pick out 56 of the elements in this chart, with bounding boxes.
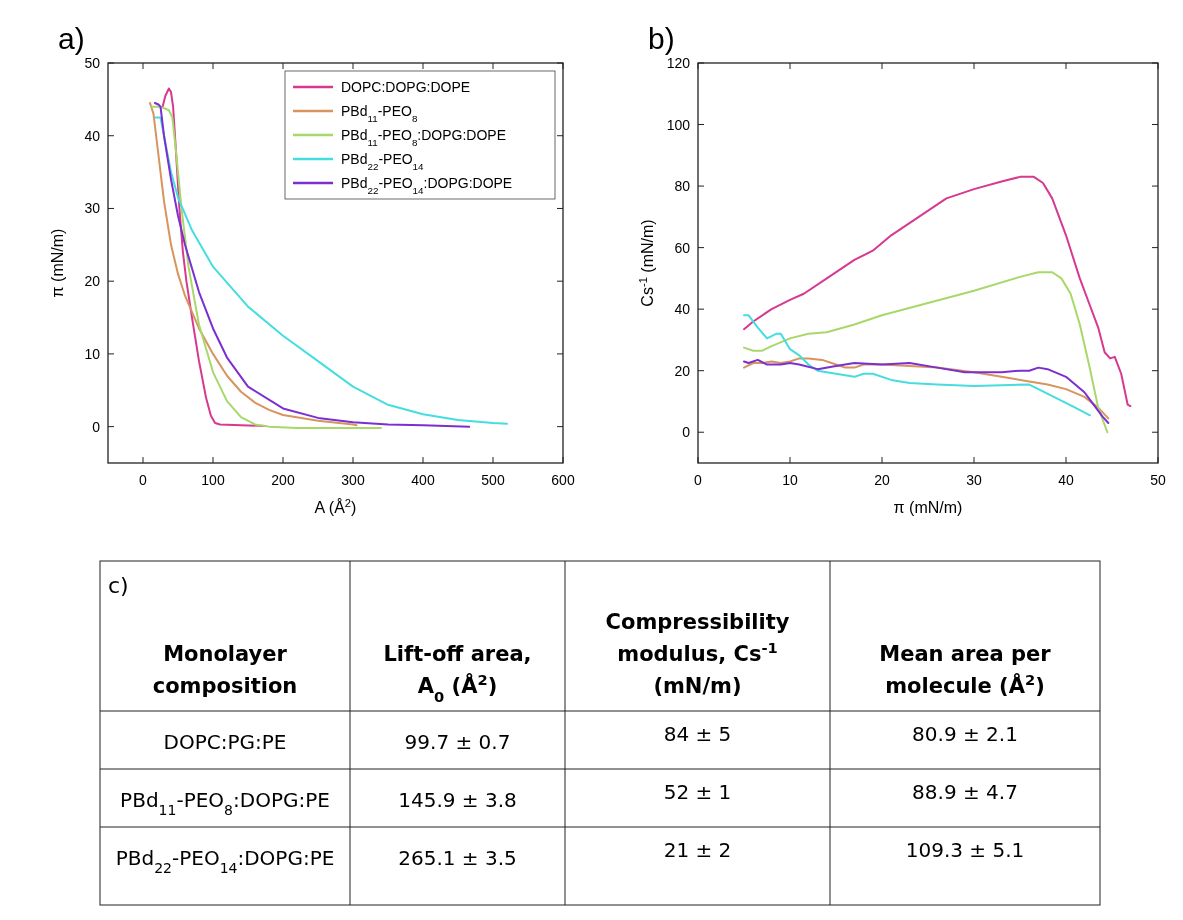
text: 84 ± 5 [663,722,732,746]
y-axis-title: π (mN/m) [49,228,66,298]
category-label: PBd$_{11}$-PEO$_{8}$:DOPG:PE [120,788,330,818]
x-tick-label: 400 [411,472,435,488]
y-tick-label: 10 [84,345,101,362]
y-tick-label: 30 [84,200,101,217]
text: 21 ± 2 [663,838,732,862]
text: 99.7 ± 0.7 [404,730,511,754]
x-tick-label: 100 [201,472,225,488]
chart-title: a) [58,22,85,55]
x-tick-label: 30 [966,472,982,488]
legend-label: PBd$_{22}$-PEO$_{14}$:DOPG:DOPE [341,175,513,196]
text: 265.1 ± 3.5 [398,846,517,870]
line-series [743,314,1091,417]
chart-title: b) [648,22,675,55]
category-label: Monolayer composition [152,642,298,698]
y-tick-label: 0 [92,418,101,435]
x-tick-label: 20 [874,472,890,488]
x-tick-label: 50 [1150,472,1166,488]
text: 52 ± 1 [663,780,732,804]
category-label: DOPC:PG:PE [163,730,287,754]
category-label: Mean area per molecule (Å$^{2}$) [879,642,1052,698]
category-label: Compressibility modulus, Cs$^{-1}$ (mN/m) [605,610,790,698]
legend-label: PBd$_{11}$-PEO$_{8}$:DOPG:DOPE [341,127,507,148]
y-tick-label: 80 [674,178,691,195]
x-tick-label: 0 [139,472,148,488]
y-tick-label: 50 [84,55,101,71]
line-series [743,271,1109,434]
y-tick-label: 120 [666,55,691,71]
legend-label: PBd$_{11}$-PEO$_{8}$ [341,103,418,124]
y-tick-label: 20 [674,362,691,379]
legend-label: PBd$_{22}$-PEO$_{14}$ [341,151,425,172]
x-tick-label: 0 [694,472,703,488]
text: 88.9 ± 4.7 [912,780,1018,804]
x-tick-label: 10 [782,472,798,488]
y-tick-label: 60 [674,239,691,256]
category-label: PBd$_{22}$-PEO$_{14}$:DOPG:PE [115,846,335,876]
x-axis-title: A (Å$^{2}$) [314,497,357,516]
x-tick-label: 300 [341,472,365,488]
text: 80.9 ± 2.1 [912,722,1018,746]
x-tick-label: 200 [271,472,295,488]
category-label: Lift-off area, A$_{0}$ (Å$^{2}$) [383,642,532,705]
text: 145.9 ± 3.8 [398,788,517,812]
y-tick-label: 100 [666,116,691,133]
y-tick-label: 20 [84,273,101,290]
y-tick-label: 40 [84,127,101,144]
legend-label: DOPC:DOPG:DOPE [341,79,471,95]
y-tick-label: 0 [682,424,691,441]
y-tick-label: 40 [674,301,691,318]
line-series [743,175,1132,408]
x-tick-label: 40 [1058,472,1074,488]
text: c) [108,573,129,598]
x-tick-label: 600 [551,472,575,488]
x-tick-label: 500 [481,472,505,488]
x-axis-title: π (mN/m) [893,499,963,516]
text: 109.3 ± 5.1 [905,838,1025,862]
